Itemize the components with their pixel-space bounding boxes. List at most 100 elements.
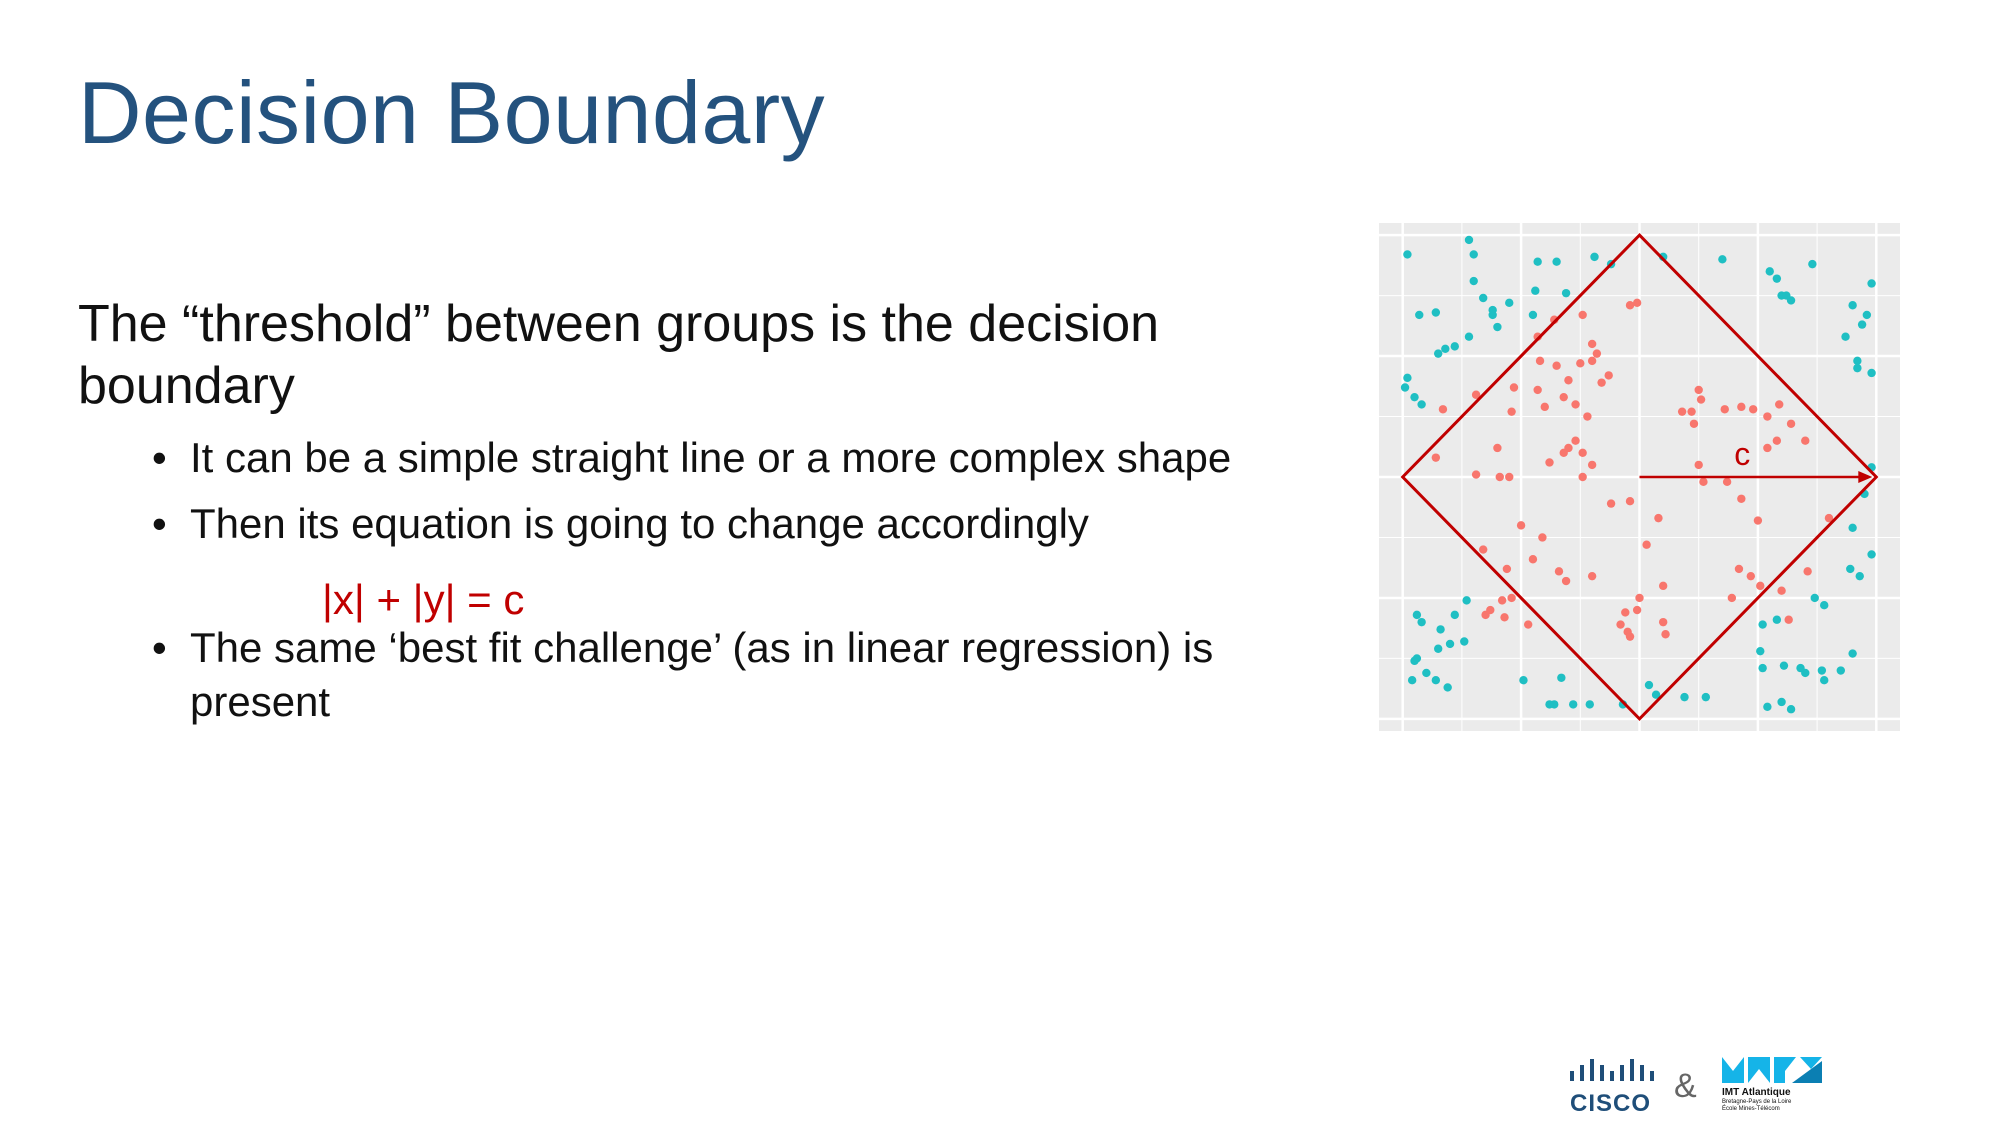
point-outside [1493, 322, 1502, 332]
point-inside [1552, 361, 1561, 370]
point-outside [1756, 646, 1765, 656]
point-inside [1748, 405, 1758, 414]
bullet-item: Then its equation is going to change acc… [152, 497, 1278, 551]
point-outside [1561, 288, 1571, 298]
point-inside [1583, 412, 1592, 421]
point-outside [1820, 601, 1829, 610]
point-inside [1523, 620, 1533, 629]
point-inside [1727, 593, 1737, 603]
point-outside [1417, 400, 1426, 409]
point-outside [1848, 301, 1857, 310]
point-outside [1460, 637, 1469, 646]
point-outside [1820, 676, 1829, 685]
point-inside [1687, 407, 1696, 416]
point-outside [1836, 666, 1845, 675]
point-inside [1495, 472, 1504, 482]
scatter-points [1400, 235, 1876, 714]
point-inside [1694, 460, 1703, 470]
point-inside [1545, 458, 1554, 467]
arrow-head [1858, 471, 1873, 483]
point-inside [1658, 581, 1668, 591]
point-outside [1412, 610, 1422, 620]
point-inside [1635, 593, 1644, 603]
point-inside [1775, 400, 1784, 409]
ampersand-symbol: & [1674, 1067, 1697, 1105]
point-inside [1505, 472, 1514, 482]
arrow-label: c [1734, 436, 1750, 472]
point-outside [1777, 697, 1786, 707]
point-inside [1677, 407, 1687, 416]
point-outside [1867, 550, 1876, 559]
point-outside [1857, 320, 1867, 329]
point-inside [1587, 571, 1597, 581]
imt-wordmark: IMT Atlantique [1722, 1087, 1791, 1098]
point-inside [1578, 310, 1587, 320]
point-inside [1625, 496, 1635, 506]
point-inside [1486, 605, 1495, 615]
point-inside [1538, 533, 1547, 542]
point-outside [1718, 255, 1727, 264]
point-outside [1469, 250, 1478, 259]
footer-logos: CISCO & IMT Atlantique Bretagne-Pays de … [1560, 1055, 1822, 1117]
point-outside [1765, 267, 1774, 276]
point-outside [1772, 615, 1782, 624]
point-inside [1699, 477, 1708, 487]
point-inside [1500, 613, 1509, 622]
point-inside [1621, 608, 1630, 617]
point-outside [1846, 564, 1855, 574]
point-outside [1431, 308, 1441, 317]
point-outside [1862, 310, 1872, 320]
point-inside [1720, 405, 1729, 414]
point-outside [1855, 571, 1864, 581]
point-outside [1505, 298, 1514, 308]
point-inside [1431, 453, 1441, 462]
point-inside [1824, 513, 1834, 523]
point-inside [1606, 499, 1616, 508]
point-inside [1587, 356, 1597, 366]
point-outside [1464, 332, 1474, 341]
point-outside [1434, 349, 1443, 358]
point-outside [1417, 617, 1426, 627]
point-inside [1561, 576, 1571, 586]
point-inside [1661, 630, 1670, 639]
point-outside [1519, 676, 1528, 685]
point-inside [1756, 581, 1765, 591]
point-inside [1533, 385, 1542, 395]
point-outside [1867, 279, 1876, 288]
point-inside [1777, 586, 1786, 595]
point-inside [1689, 419, 1699, 428]
point-outside [1786, 705, 1796, 714]
point-inside [1592, 349, 1602, 358]
point-outside [1680, 692, 1689, 702]
point-inside [1471, 390, 1481, 399]
point-outside [1400, 383, 1410, 392]
point-inside [1554, 567, 1564, 576]
point-outside [1545, 700, 1554, 709]
point-outside [1462, 596, 1471, 605]
point-inside [1528, 555, 1538, 564]
point-outside [1403, 373, 1412, 383]
point-outside [1469, 276, 1478, 286]
imt-atlantique-logo: IMT Atlantique Bretagne-Pays de la Loire… [1722, 1057, 1822, 1117]
point-outside [1434, 644, 1443, 653]
point-inside [1597, 378, 1606, 387]
point-inside [1786, 419, 1796, 428]
cisco-wordmark: CISCO [1570, 1090, 1652, 1117]
point-inside [1632, 605, 1642, 615]
point-outside [1808, 259, 1817, 269]
point-outside [1848, 523, 1857, 532]
point-outside [1796, 663, 1805, 673]
point-outside [1445, 639, 1455, 649]
point-outside [1701, 692, 1711, 702]
point-outside [1568, 700, 1578, 709]
point-inside [1753, 516, 1763, 525]
point-inside [1509, 383, 1519, 392]
point-inside [1763, 443, 1772, 453]
point-inside [1658, 617, 1668, 627]
point-outside [1410, 656, 1419, 666]
point-inside [1535, 356, 1545, 366]
point-inside [1734, 564, 1744, 574]
point-inside [1763, 412, 1772, 421]
point-inside [1493, 443, 1502, 453]
point-inside [1587, 460, 1597, 470]
